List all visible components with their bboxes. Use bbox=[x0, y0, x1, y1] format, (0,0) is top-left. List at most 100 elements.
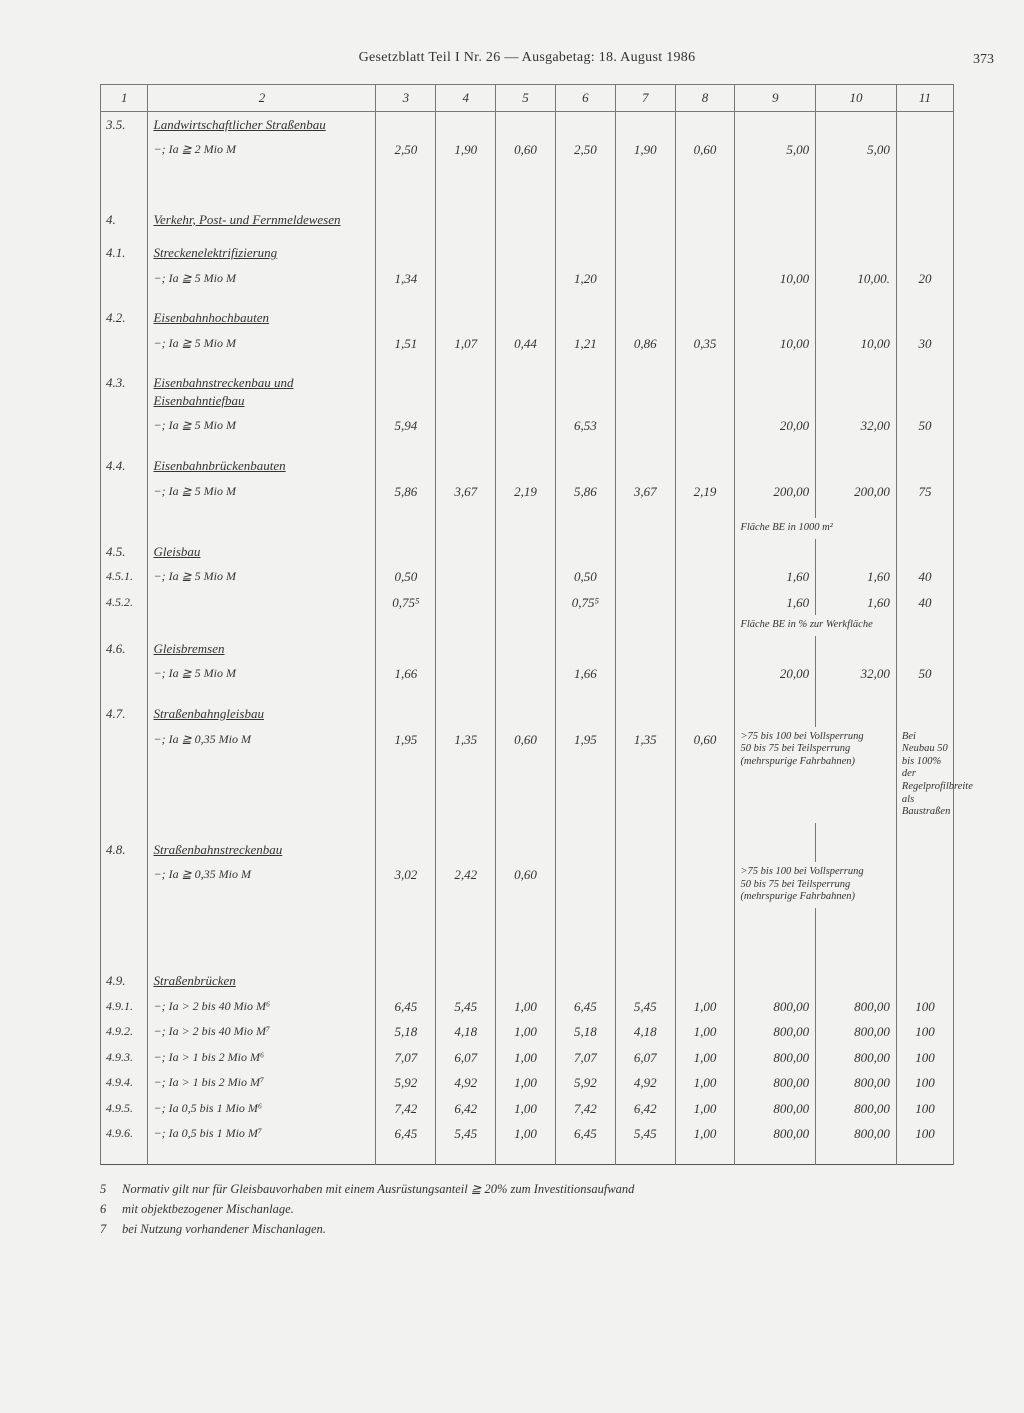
table-cell: 3,02 bbox=[376, 862, 436, 908]
table-cell: 10,00 bbox=[735, 266, 816, 292]
table-cell: 800,00 bbox=[816, 1121, 897, 1147]
table-cell bbox=[555, 240, 615, 266]
table-cell bbox=[436, 232, 496, 240]
table-cell: 3.5. bbox=[101, 111, 148, 137]
table-cell: 1,00 bbox=[496, 994, 556, 1020]
table-cell bbox=[816, 823, 897, 837]
table-cell: 1,51 bbox=[376, 331, 436, 357]
table-cell: 30 bbox=[896, 331, 953, 357]
table-cell bbox=[148, 1147, 376, 1165]
col-header: 9 bbox=[735, 85, 816, 112]
table-cell bbox=[376, 908, 436, 968]
table-cell bbox=[436, 291, 496, 305]
table-cell: 1,00 bbox=[496, 1019, 556, 1045]
table-cell bbox=[615, 823, 675, 837]
table-cell bbox=[555, 687, 615, 701]
table-cell: −; Ia ≧ 5 Mio M bbox=[148, 331, 376, 357]
table-cell bbox=[675, 661, 735, 687]
table-cell bbox=[376, 504, 436, 518]
table-cell bbox=[675, 305, 735, 331]
table-cell: 32,00 bbox=[816, 413, 897, 439]
table-cell: Fläche BE in 1000 m² bbox=[735, 518, 896, 539]
table-cell bbox=[101, 661, 148, 687]
table-cell: 4.9.2. bbox=[101, 1019, 148, 1045]
table-cell bbox=[436, 439, 496, 453]
table-cell bbox=[555, 305, 615, 331]
table-cell bbox=[436, 539, 496, 565]
table-cell: Straßenbahnstreckenbau bbox=[148, 837, 376, 863]
table-cell bbox=[615, 661, 675, 687]
table-cell: 2,50 bbox=[555, 137, 615, 163]
table-cell bbox=[148, 504, 376, 518]
table-cell bbox=[436, 163, 496, 207]
table-cell bbox=[376, 1147, 436, 1165]
table-cell bbox=[615, 266, 675, 292]
table-cell: 7,42 bbox=[376, 1096, 436, 1122]
table-cell: 3,67 bbox=[436, 479, 496, 505]
table-cell bbox=[376, 356, 436, 370]
table-cell: −; Ia ≧ 5 Mio M bbox=[148, 266, 376, 292]
table-cell bbox=[496, 504, 556, 518]
table-cell: 20,00 bbox=[735, 661, 816, 687]
table-cell bbox=[615, 356, 675, 370]
table-cell: Eisenbahnstreckenbau und Eisenbahntiefba… bbox=[148, 370, 376, 413]
table-cell bbox=[896, 687, 953, 701]
table-cell bbox=[555, 823, 615, 837]
table-cell: 800,00 bbox=[816, 1045, 897, 1071]
table-cell: −; Ia ≧ 5 Mio M bbox=[148, 413, 376, 439]
table-cell: 1,35 bbox=[615, 727, 675, 823]
table-cell: 6,53 bbox=[555, 413, 615, 439]
table-cell: 6,07 bbox=[436, 1045, 496, 1071]
table-cell bbox=[735, 111, 816, 137]
table-cell bbox=[148, 518, 376, 539]
table-cell: 1,07 bbox=[436, 331, 496, 357]
table-cell: 200,00 bbox=[816, 479, 897, 505]
table-cell bbox=[675, 968, 735, 994]
table-cell bbox=[816, 240, 897, 266]
table-cell: 5,18 bbox=[555, 1019, 615, 1045]
table-cell: Eisenbahnhochbauten bbox=[148, 305, 376, 331]
table-cell: 5,86 bbox=[555, 479, 615, 505]
table-cell: −; Ia 0,5 bis 1 Mio M⁷ bbox=[148, 1121, 376, 1147]
table-cell: 4,92 bbox=[615, 1070, 675, 1096]
table-cell bbox=[735, 687, 816, 701]
table-cell: Gleisbremsen bbox=[148, 636, 376, 662]
table-cell bbox=[101, 1147, 148, 1165]
table-cell bbox=[896, 305, 953, 331]
table-cell: 800,00 bbox=[735, 1096, 816, 1122]
table-cell bbox=[496, 111, 556, 137]
table-cell: −; Ia ≧ 0,35 Mio M bbox=[148, 727, 376, 823]
table-cell bbox=[496, 518, 556, 539]
table-cell bbox=[555, 837, 615, 863]
table-cell bbox=[816, 687, 897, 701]
table-cell bbox=[555, 291, 615, 305]
table-cell: 4,92 bbox=[436, 1070, 496, 1096]
table-cell bbox=[615, 518, 675, 539]
col-header: 8 bbox=[675, 85, 735, 112]
table-cell bbox=[555, 539, 615, 565]
table-cell bbox=[675, 291, 735, 305]
table-cell bbox=[675, 504, 735, 518]
table-cell: Bei Neubau 50 bis 100% der Regelprofilbr… bbox=[896, 727, 953, 823]
table-cell bbox=[148, 439, 376, 453]
col-header: 3 bbox=[376, 85, 436, 112]
table-cell: 100 bbox=[896, 1121, 953, 1147]
table-cell bbox=[101, 413, 148, 439]
table-cell: 1,21 bbox=[555, 331, 615, 357]
table-cell bbox=[555, 701, 615, 727]
table-cell: 7,42 bbox=[555, 1096, 615, 1122]
table-cell bbox=[896, 1147, 953, 1165]
table-cell bbox=[496, 701, 556, 727]
table-cell: 1,00 bbox=[496, 1121, 556, 1147]
table-cell bbox=[101, 137, 148, 163]
table-cell bbox=[735, 356, 816, 370]
page-number: 373 bbox=[973, 52, 994, 68]
table-cell: 6,42 bbox=[615, 1096, 675, 1122]
table-cell: 10,00 bbox=[735, 331, 816, 357]
table-cell bbox=[148, 232, 376, 240]
table-cell bbox=[148, 615, 376, 636]
table-cell bbox=[615, 862, 675, 908]
table-cell bbox=[615, 687, 675, 701]
table-cell bbox=[496, 837, 556, 863]
table-cell: −; Ia > 2 bis 40 Mio M⁷ bbox=[148, 1019, 376, 1045]
